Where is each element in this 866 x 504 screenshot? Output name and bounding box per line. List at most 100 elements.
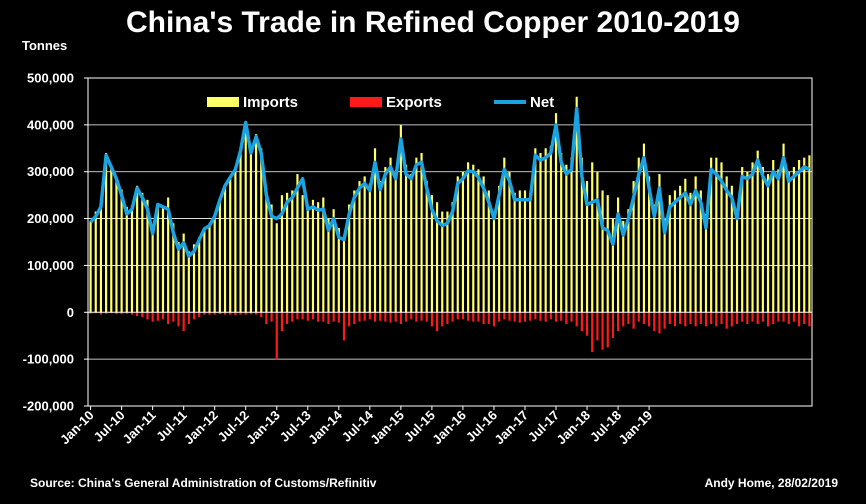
imports-bar <box>291 190 294 313</box>
exports-bar <box>373 312 377 322</box>
imports-bar <box>627 209 630 313</box>
imports-bar <box>679 185 682 313</box>
exports-bar <box>192 312 196 320</box>
exports-bar <box>218 312 221 315</box>
exports-bar <box>342 312 346 341</box>
exports-bar <box>146 312 149 320</box>
imports-bar <box>482 176 485 313</box>
imports-bar <box>575 96 578 313</box>
exports-bar <box>554 312 558 322</box>
exports-bar <box>399 312 402 324</box>
imports-bar <box>105 152 108 313</box>
exports-bar <box>229 312 232 315</box>
imports-bar <box>523 190 527 313</box>
exports-bar <box>389 312 392 323</box>
imports-bar <box>229 176 232 313</box>
exports-bar <box>539 312 542 321</box>
exports-bar <box>653 312 656 332</box>
imports-bar <box>265 188 268 313</box>
legend-swatch-imports <box>207 97 239 107</box>
y-axis-units-label: Tonnes <box>22 38 68 53</box>
exports-bar <box>751 312 754 322</box>
exports-bar <box>575 312 578 327</box>
imports-bar <box>435 202 439 313</box>
imports-bar <box>797 160 801 313</box>
exports-bar <box>808 312 811 327</box>
imports-bars <box>89 96 811 313</box>
imports-bar <box>498 185 501 313</box>
imports-bar <box>363 176 366 313</box>
author-credit: Andy Home, 28/02/2019 <box>704 476 838 490</box>
exports-bar <box>420 312 423 321</box>
exports-bar <box>177 312 180 327</box>
imports-bar <box>203 227 206 313</box>
y-axis: 500,000 400,000 300,000 200,000 100,000 0 -100… <box>23 71 88 414</box>
imports-bar <box>172 223 175 313</box>
exports-bar <box>384 312 387 322</box>
imports-bar <box>94 211 97 313</box>
exports-bar <box>379 312 382 321</box>
imports-bar <box>249 150 252 313</box>
exports-bar <box>565 312 568 324</box>
exports-bar <box>658 312 661 334</box>
y-tick-label: 400,000 <box>27 117 74 132</box>
imports-bar <box>332 209 335 313</box>
exports-bar <box>487 312 490 324</box>
exports-bar <box>472 312 475 322</box>
imports-bar <box>777 169 780 313</box>
imports-bar <box>637 157 640 313</box>
exports-bar <box>203 312 206 315</box>
exports-bar <box>410 312 413 320</box>
exports-bar <box>234 312 237 316</box>
imports-bar <box>208 223 211 313</box>
exports-bar <box>404 312 408 322</box>
imports-bar <box>616 197 620 313</box>
imports-bar <box>766 174 770 313</box>
exports-bar <box>704 312 708 327</box>
exports-bar <box>301 312 304 320</box>
imports-bar <box>756 150 759 313</box>
exports-bar <box>291 312 294 322</box>
imports-bar <box>518 190 521 313</box>
exports-bar <box>477 312 480 322</box>
exports-bar <box>394 312 397 322</box>
imports-bar <box>508 171 511 313</box>
imports-bar <box>301 195 304 313</box>
exports-bar <box>358 312 361 322</box>
imports-bar <box>373 148 377 313</box>
exports-bar <box>797 312 801 327</box>
imports-bar <box>239 149 242 313</box>
imports-bar <box>658 174 661 313</box>
imports-bar <box>213 213 216 313</box>
imports-bar <box>668 195 671 313</box>
imports-bar <box>730 185 733 313</box>
exports-bar <box>632 312 635 329</box>
imports-bar <box>451 202 454 313</box>
imports-bar <box>151 228 154 313</box>
imports-bar <box>234 167 237 313</box>
exports-bar <box>182 312 185 332</box>
imports-bar <box>161 206 165 313</box>
imports-bar <box>425 181 428 313</box>
exports-bar <box>741 312 744 322</box>
imports-bar <box>720 162 723 313</box>
imports-bar <box>472 164 475 313</box>
imports-bar <box>549 145 552 313</box>
exports-bar <box>115 312 118 315</box>
imports-bar <box>327 218 330 313</box>
exports-bar <box>689 312 692 324</box>
imports-bar <box>130 205 134 313</box>
exports-bar <box>332 312 335 322</box>
exports-bar <box>518 312 521 323</box>
imports-bar <box>689 192 692 313</box>
imports-bar <box>244 121 247 313</box>
exports-bar <box>782 312 785 322</box>
exports-bar <box>223 312 227 315</box>
imports-bar <box>260 148 263 313</box>
exports-bar <box>673 312 677 327</box>
imports-bar <box>389 157 392 313</box>
x-tick-label: Jan-14 <box>305 407 345 447</box>
imports-bar <box>580 157 583 313</box>
imports-bar <box>461 171 465 313</box>
imports-bar <box>254 134 258 313</box>
